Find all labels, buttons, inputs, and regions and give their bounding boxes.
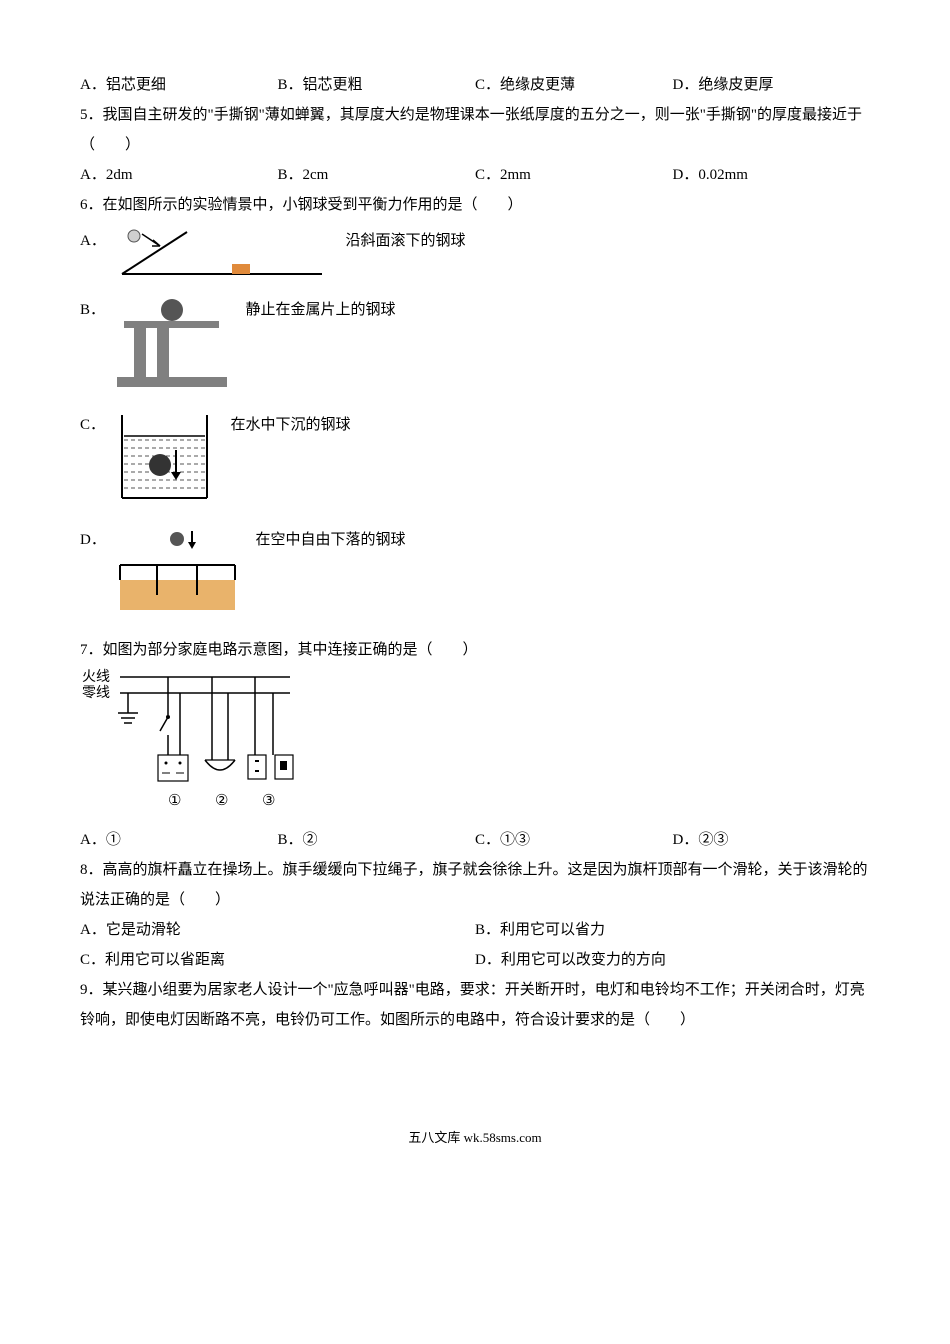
q9-stem: 9．某兴趣小组要为居家老人设计一个"应急呼叫器"电路，要求：开关断开时，电灯和电… [80, 975, 870, 1035]
q6-optionC: C． 在水中下沉的钢球 [80, 410, 870, 505]
q7-n1: ① [168, 793, 181, 809]
q7-stem: 7．如图为部分家庭电路示意图，其中连接正确的是（ ） [80, 635, 870, 665]
q4-optB: B．铝芯更粗 [278, 70, 476, 100]
q4-optC: C．绝缘皮更薄 [475, 70, 673, 100]
q4-optA: A．铝芯更细 [80, 70, 278, 100]
q7-live-label: 火线 [82, 669, 110, 685]
q4-options: A．铝芯更细 B．铝芯更粗 C．绝缘皮更薄 D．绝缘皮更厚 [80, 70, 870, 100]
q8-optA: A．它是动滑轮 [80, 915, 475, 945]
q6-figC-water [112, 410, 217, 505]
q6-optC-label: C． [80, 410, 108, 440]
q5-options: A．2dm B．2cm C．2mm D．0.02mm [80, 160, 870, 190]
q6-optC-text: 在水中下沉的钢球 [231, 410, 351, 440]
q7-optC: C．①③ [475, 825, 673, 855]
q5-optC: C．2mm [475, 160, 673, 190]
q6-optA-text: 沿斜面滚下的钢球 [346, 226, 466, 256]
q6-optB-label: B． [80, 295, 108, 325]
q8-options-row1: A．它是动滑轮 B．利用它可以省力 [80, 915, 870, 945]
q6-optD-label: D． [80, 525, 108, 555]
q7-n2: ② [215, 793, 228, 809]
q8-optC: C．利用它可以省距离 [80, 945, 475, 975]
q8-optB: B．利用它可以省力 [475, 915, 870, 945]
page-footer: 五八文库 wk.58sms.com [80, 1125, 870, 1151]
q4-optD: D．绝缘皮更厚 [673, 70, 871, 100]
q6-optD-text: 在空中自由下落的钢球 [256, 525, 406, 555]
q8-options-row2: C．利用它可以省距离 D．利用它可以改变力的方向 [80, 945, 870, 975]
q5-stem: 5．我国自主研发的"手撕钢"薄如蝉翼，其厚度大约是物理课本一张纸厚度的五分之一，… [80, 100, 870, 160]
q7-n3: ③ [262, 793, 275, 809]
q6-optionA: A． 沿斜面滚下的钢球 [80, 226, 870, 281]
q6-figD-freefall [112, 525, 242, 615]
q8-stem: 8．高高的旗杆矗立在操场上。旗手缓缓向下拉绳子，旗子就会徐徐上升。这是因为旗杆顶… [80, 855, 870, 915]
q6-optionB: B． 静止在金属片上的钢球 [80, 295, 870, 390]
q7-optD: D．②③ [673, 825, 871, 855]
q6-optionD: D． 在空中自由下落的钢球 [80, 525, 870, 615]
q8-optD: D．利用它可以改变力的方向 [475, 945, 870, 975]
q6-figB-stand [112, 295, 232, 390]
q6-figA-ramp [112, 226, 332, 281]
q7-figure: 火线 零线 ① ② ③ [80, 665, 870, 825]
q5-optD: D．0.02mm [673, 160, 871, 190]
q6-optA-label: A． [80, 226, 108, 256]
q7-optA: A．① [80, 825, 278, 855]
q5-optB: B．2cm [278, 160, 476, 190]
q6-stem: 6．在如图所示的实验情景中，小钢球受到平衡力作用的是（ ） [80, 190, 870, 220]
q7-neutral-label: 零线 [82, 685, 110, 701]
q7-optB: B．② [278, 825, 476, 855]
q5-optA: A．2dm [80, 160, 278, 190]
q7-options: A．① B．② C．①③ D．②③ [80, 825, 870, 855]
q6-optB-text: 静止在金属片上的钢球 [246, 295, 396, 325]
